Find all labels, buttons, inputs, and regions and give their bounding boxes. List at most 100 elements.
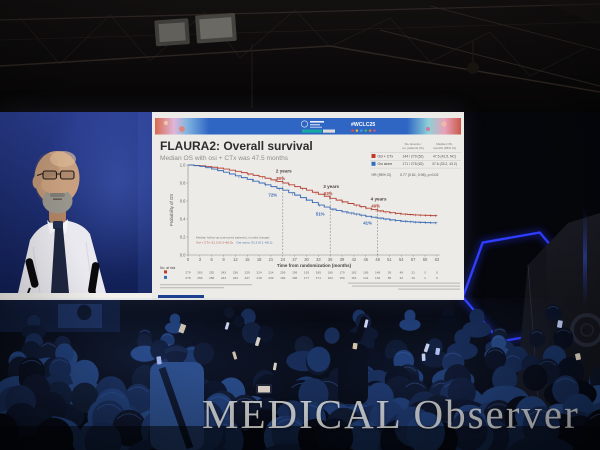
hanging-speaker <box>467 62 479 74</box>
artwork-blob <box>441 121 447 127</box>
milestone-pct-osi-alone: 51% <box>316 212 325 217</box>
foreground-shadow <box>0 426 600 450</box>
x-tick-label: 36 <box>328 257 333 262</box>
milestone-year-label: 2 years <box>276 169 292 174</box>
y-tick-label: 0.2 <box>180 234 186 239</box>
conference-logos <box>301 120 335 133</box>
globe-logo-icon <box>301 120 309 128</box>
x-axis-label: Time from randomization (months) <box>277 263 352 268</box>
at-risk-count: 0 <box>436 270 438 274</box>
x-tick-label: 51 <box>387 257 392 262</box>
table-rules <box>370 152 461 169</box>
watermark: MEDICAL Observer <box>202 391 580 437</box>
white-logo-strip <box>323 129 335 133</box>
x-tick-label: 0 <box>187 257 190 262</box>
at-risk-count: 1 <box>424 276 426 280</box>
stage-lights <box>154 12 237 47</box>
at-risk-count: 266 <box>197 276 202 280</box>
results-table: No. Events / no. patients (%) Median OS,… <box>370 142 461 177</box>
milestone-year-label: 3 years <box>323 184 339 189</box>
at-risk-count: 236 <box>233 270 238 274</box>
y-tick-label: 0.6 <box>180 198 186 203</box>
at-risk-count: 243 <box>221 270 226 274</box>
y-tick-label: 1.0 <box>180 162 186 167</box>
x-tick-label: 6 <box>211 257 214 262</box>
at-risk-count: 227 <box>245 276 250 280</box>
podium-microphones <box>25 258 100 293</box>
x-tick-label: 63 <box>435 257 440 262</box>
speaker <box>18 151 106 293</box>
y-axis-label: Probability of OS <box>169 194 174 226</box>
milestone-year-label: 4 years <box>371 196 387 201</box>
edge-light <box>138 112 152 293</box>
truss-beams <box>0 3 600 93</box>
at-risk-count: 151 <box>351 276 356 280</box>
x-tick-label: 45 <box>363 257 368 262</box>
x-tick-label: 33 <box>316 257 321 262</box>
speaker-video-feed <box>0 112 152 293</box>
at-risk-count: 199 <box>292 270 297 274</box>
tie-knot <box>53 221 63 229</box>
slide-header-banner: #WCLC25 <box>155 118 461 135</box>
head-highlight <box>50 151 76 167</box>
audience-crowd <box>0 298 600 450</box>
speaker-beard <box>42 188 73 214</box>
at-risk-count: 199 <box>280 276 285 280</box>
at-risk-count: 177 <box>304 276 309 280</box>
no-at-risk-label: No. at risk <box>160 266 176 270</box>
at-risk-count: 132 <box>375 276 380 280</box>
at-risk-swatch-osi-alone <box>164 275 167 279</box>
row-events-osi-ctx: 144 / 279 (52) <box>402 154 423 158</box>
x-tick-label: 54 <box>399 257 404 262</box>
followup-note-line1: Median follow-up (censored patients), mo… <box>196 236 269 240</box>
blue-light-streak <box>583 207 587 307</box>
x-tick-label: 15 <box>245 257 250 262</box>
at-risk-count: 44 <box>400 276 404 280</box>
speaker-mustache <box>50 193 65 197</box>
table-header-median-2: months (95% CI) <box>433 146 456 150</box>
x-tick-label: 21 <box>269 257 274 262</box>
row-events-osi-alone: 171 / 278 (62) <box>402 162 423 166</box>
milestone-pct-osi-alone: 72% <box>268 193 277 198</box>
x-tick-label: 18 <box>257 257 262 262</box>
x-tick-label: 39 <box>340 257 345 262</box>
x-tick-label: 42 <box>352 257 357 262</box>
followup-osi: Osi mono: 51.3 (0.1–68.1) <box>236 241 272 245</box>
at-risk-count: 49 <box>400 270 404 274</box>
legend-swatch-osi-ctx <box>371 154 376 158</box>
row-median-osi-alone: 37.6 (33.2, 43.2) <box>432 162 457 166</box>
artwork-blob <box>179 126 185 132</box>
ceiling-corner <box>540 0 600 26</box>
projection-screen: #WCLC25 FLAURA2: Overall survival Median… <box>0 112 464 300</box>
conference-hashtag: #WCLC25 <box>351 122 375 128</box>
x-tick-label: 9 <box>222 257 225 262</box>
slide-footer-bar <box>158 295 204 298</box>
y-tick-label: 0.8 <box>180 180 186 185</box>
artwork-blob <box>426 127 430 131</box>
slide-subtitle: Median OS with osi + CTx was 47.5 months <box>160 155 289 162</box>
at-risk-count: 263 <box>197 270 202 274</box>
x-tick-label: 12 <box>233 257 238 262</box>
at-risk-count: 170 <box>339 270 344 274</box>
at-risk-count: 156 <box>363 270 368 274</box>
y-tick-label: 0.4 <box>180 216 186 221</box>
logo-text-bar <box>310 121 324 123</box>
at-risk-count: 224 <box>257 270 262 274</box>
cheeks <box>41 176 73 194</box>
speaker-glasses <box>36 170 75 180</box>
at-risk-count: 148 <box>375 270 380 274</box>
row-label-osi-ctx: Osi + CTx <box>378 154 394 158</box>
at-risk-count: 3 <box>424 270 426 274</box>
at-risk-count: 164 <box>328 276 333 280</box>
at-risk-count: 193 <box>304 270 309 274</box>
x-tick-label: 57 <box>411 257 416 262</box>
followup-osi-ctx: Osi + CTx: 51.2 (0.3–68.0); <box>196 241 234 245</box>
at-risk-count: 218 <box>257 276 262 280</box>
row-label-osi-alone: Osi alone <box>378 162 393 166</box>
at-risk-count: 278 <box>185 276 190 280</box>
ceiling-truss <box>0 0 600 112</box>
teal-logo-strip <box>302 129 322 133</box>
at-risk-count: 19 <box>411 276 415 280</box>
at-risk-count: 244 <box>221 276 226 280</box>
